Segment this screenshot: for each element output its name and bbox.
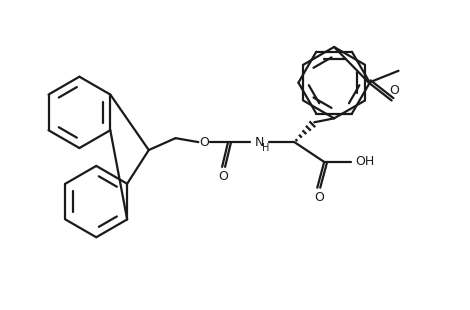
Text: O: O xyxy=(314,191,324,204)
Text: O: O xyxy=(199,135,209,148)
Text: OH: OH xyxy=(355,155,375,168)
Text: O: O xyxy=(390,84,400,97)
Text: H: H xyxy=(262,143,269,153)
Text: O: O xyxy=(218,170,228,183)
Text: N: N xyxy=(255,135,265,148)
